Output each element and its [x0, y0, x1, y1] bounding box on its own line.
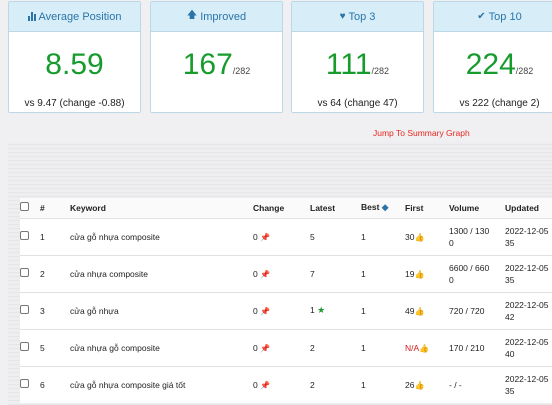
row-checkbox[interactable]: [20, 305, 29, 314]
table-row[interactable]: 2 cửa nhựa composite 0 📌 7 1 19👍 6600 / …: [20, 255, 552, 292]
arrow-up-icon: 🡅: [186, 10, 198, 21]
header-keyword[interactable]: Keyword: [70, 202, 106, 213]
keyword-table: # Keyword Change Latest Best ◆ First Vol…: [20, 198, 552, 403]
row-first: 49👍: [405, 305, 425, 316]
card-improved: 🡅 Improved 167/282: [150, 1, 283, 113]
pin-icon[interactable]: 📌: [260, 269, 271, 279]
row-best: 1: [361, 231, 366, 242]
header-volume[interactable]: Volume: [449, 202, 480, 213]
row-change: 0 📌: [253, 305, 271, 316]
card-title: Improved: [200, 10, 247, 23]
row-volume: 170 / 210: [449, 342, 485, 353]
thumbs-up-icon: 👍: [414, 232, 425, 242]
card-header: ✔ Top 10: [434, 2, 552, 32]
row-latest: 2: [310, 379, 315, 390]
row-change: 0 📌: [253, 231, 271, 242]
row-keyword: cửa gỗ nhựa composite giá tốt: [70, 379, 186, 390]
check-icon: ✔: [477, 11, 486, 22]
row-best: 1: [361, 379, 366, 390]
row-updated: 2022-12-05 35: [505, 373, 549, 396]
table-row[interactable]: 5 cửa nhựa gỗ composite 0 📌 2 1 N/A👍 170…: [20, 329, 552, 366]
row-keyword: cửa gỗ nhựa composite: [70, 231, 160, 242]
header-updated[interactable]: Updated: [505, 202, 539, 213]
row-first: N/A👍: [405, 342, 430, 353]
header-best[interactable]: Best ◆: [361, 202, 389, 213]
row-updated: 2022-12-05 35: [505, 225, 549, 248]
card-top-10: ✔ Top 10 224/282 vs 222 (change 2): [433, 1, 552, 113]
card-header: 🡅 Improved: [151, 2, 282, 32]
row-change: 0 📌: [253, 268, 271, 279]
row-best: 1: [361, 268, 366, 279]
row-first: 30👍: [405, 231, 425, 242]
row-best: 1: [361, 305, 366, 316]
table-row[interactable]: 1 cửa gỗ nhựa composite 0 📌 5 1 30👍 1300…: [20, 218, 552, 255]
row-num: 6: [40, 379, 45, 390]
card-title: Average Position: [38, 10, 122, 23]
select-all-checkbox[interactable]: [20, 202, 29, 212]
card-value: 224/282: [465, 48, 534, 81]
row-change: 0 📌: [253, 342, 271, 353]
header-change[interactable]: Change: [253, 202, 285, 213]
row-volume: 1300 / 130 0: [449, 225, 490, 248]
row-volume: - / -: [449, 379, 462, 390]
row-keyword: cửa nhựa composite: [70, 268, 149, 279]
row-num: 1: [40, 231, 45, 242]
pin-icon[interactable]: 📌: [260, 380, 271, 390]
pin-icon[interactable]: 📌: [260, 343, 271, 353]
row-keyword: cửa gỗ nhựa: [70, 305, 119, 316]
row-volume: 6600 / 660 0: [449, 262, 490, 285]
header-num[interactable]: #: [40, 202, 45, 213]
pin-icon[interactable]: 📌: [260, 306, 271, 316]
table-header: # Keyword Change Latest Best ◆ First Vol…: [20, 198, 552, 218]
card-average-position: Average Position 8.59 vs 9.47 (change -0…: [8, 1, 141, 113]
jump-to-summary-graph-link[interactable]: Jump To Summary Graph: [373, 128, 470, 138]
row-latest: 5: [310, 231, 315, 242]
star-icon: ★: [317, 305, 326, 315]
card-comparison: vs 222 (change 2): [459, 98, 540, 109]
row-num: 3: [40, 305, 45, 316]
row-first: 19👍: [405, 268, 425, 279]
card-value: 111/282: [325, 48, 390, 81]
table-row[interactable]: 6 cửa gỗ nhựa composite giá tốt 0 📌 2 1 …: [20, 366, 552, 403]
row-checkbox[interactable]: [20, 268, 29, 277]
row-volume: 720 / 720: [449, 305, 485, 316]
row-updated: 2022-12-05 40: [505, 336, 549, 359]
header-first[interactable]: First: [405, 202, 424, 213]
row-checkbox[interactable]: [20, 379, 29, 389]
card-top-3: ♥ Top 3 111/282 vs 64 (change 47): [291, 1, 424, 113]
row-checkbox[interactable]: [20, 231, 29, 240]
heart-icon: ♥: [339, 11, 346, 22]
row-latest: 2: [310, 342, 315, 353]
summary-cards: Average Position 8.59 vs 9.47 (change -0…: [0, 0, 552, 115]
row-best: 1: [361, 342, 366, 353]
row-updated: 2022-12-05 42: [505, 299, 549, 322]
row-checkbox[interactable]: [20, 342, 29, 351]
row-num: 2: [40, 268, 45, 279]
row-latest: 1 ★: [310, 305, 326, 315]
card-header: Average Position: [9, 2, 140, 32]
thumbs-up-icon: 👍: [414, 306, 425, 316]
bar-chart-icon: [27, 12, 36, 21]
thumbs-up-icon: 👍: [414, 380, 425, 390]
card-comparison: vs 64 (change 47): [317, 98, 398, 109]
card-value: 8.59: [45, 48, 104, 81]
row-change: 0 📌: [253, 379, 271, 390]
keyword-table-panel: [8, 142, 552, 405]
row-num: 5: [40, 342, 45, 353]
pin-icon[interactable]: 📌: [260, 232, 271, 242]
table-row[interactable]: 3 cửa gỗ nhựa 0 📌 1 ★ 1 49👍 720 / 720 20…: [20, 292, 552, 329]
card-title: Top 10: [488, 10, 522, 23]
thumbs-up-icon: 👍: [414, 269, 425, 279]
card-header: ♥ Top 3: [292, 2, 423, 32]
thumbs-up-icon: 👍: [419, 343, 430, 353]
card-comparison: vs 9.47 (change -0.88): [24, 98, 125, 109]
diamond-icon: ◆: [381, 202, 389, 213]
card-title: Top 3: [348, 10, 376, 23]
row-latest: 7: [310, 268, 315, 279]
header-latest[interactable]: Latest: [310, 202, 336, 213]
card-value: 167/282: [182, 48, 251, 81]
row-updated: 2022-12-05 35: [505, 262, 549, 285]
row-first: 26👍: [405, 379, 425, 390]
row-keyword: cửa nhựa gỗ composite: [70, 342, 160, 353]
